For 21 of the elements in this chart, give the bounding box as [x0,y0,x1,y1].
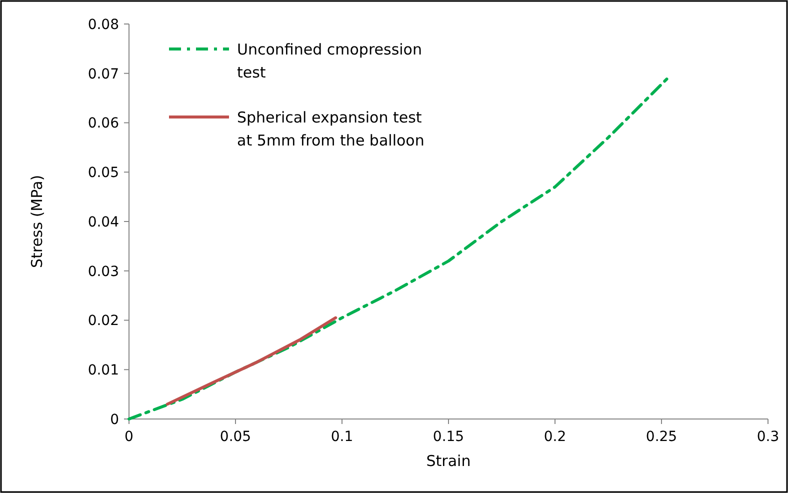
legend-label: Unconfined cmopression test [237,40,422,82]
x-axis-title: Strain [426,452,471,470]
y-tick-label: 0.05 [88,165,119,182]
y-tick-label: 0.06 [88,116,120,132]
y-tick-label: 0.08 [88,16,119,33]
x-tick-label: 0.2 [544,429,566,445]
y-tick-label: 0.04 [88,214,120,230]
y-tick-label: 0.07 [88,66,119,82]
legend-label: Spherical expansion test at 5mm from the balloon [237,108,424,150]
x-tick-label: 0 [124,429,134,445]
y-axis-title: Stress (MPa) [28,174,46,268]
line-series [166,316,338,406]
y-tick-label: 0 [110,412,119,428]
x-tick-label: 0.05 [220,429,252,445]
x-tick-label: 0.1 [330,429,354,445]
x-tick-label: 0.15 [432,429,464,445]
x-tick-label: 0.25 [646,429,678,445]
y-tick-label: 0.02 [88,313,119,330]
x-tick-label: 0.3 [756,429,780,445]
y-tick-label: 0.03 [88,264,119,280]
y-tick-label: 0.01 [88,362,119,379]
